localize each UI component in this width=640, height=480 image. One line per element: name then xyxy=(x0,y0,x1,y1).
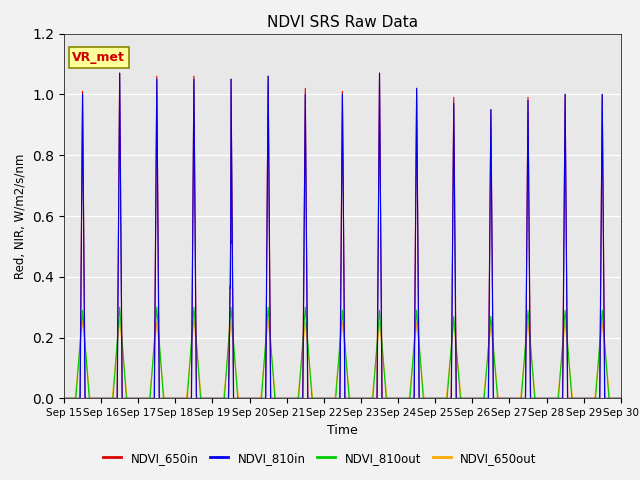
Legend: NDVI_650in, NDVI_810in, NDVI_810out, NDVI_650out: NDVI_650in, NDVI_810in, NDVI_810out, NDV… xyxy=(99,447,541,469)
Y-axis label: Red, NIR, W/m2/s/nm: Red, NIR, W/m2/s/nm xyxy=(13,153,27,279)
Title: NDVI SRS Raw Data: NDVI SRS Raw Data xyxy=(267,15,418,30)
X-axis label: Time: Time xyxy=(327,424,358,437)
Text: VR_met: VR_met xyxy=(72,51,125,64)
